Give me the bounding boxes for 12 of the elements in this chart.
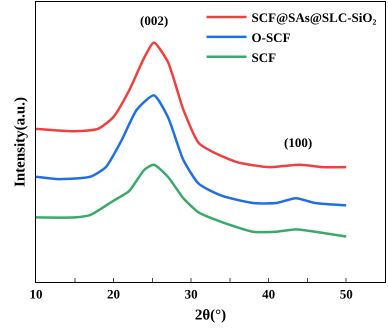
x-tick-label: 40 [262, 286, 276, 302]
legend-label: SCF [252, 50, 276, 65]
legend-label: O-SCF [252, 30, 291, 45]
x-tick-label: 30 [184, 286, 198, 302]
y-axis-title: Intensity(a.u.) [12, 96, 28, 188]
x-axis-title: 2θ(°) [194, 308, 226, 324]
x-tick-label: 10 [30, 286, 42, 302]
annotation: (002) [140, 13, 168, 28]
x-tick-label: 20 [107, 286, 120, 302]
annotation: (100) [284, 135, 312, 150]
legend-label: SCF@SAs@SLC-SiO₂ [252, 10, 377, 26]
x-tick-label: 50 [340, 286, 353, 302]
